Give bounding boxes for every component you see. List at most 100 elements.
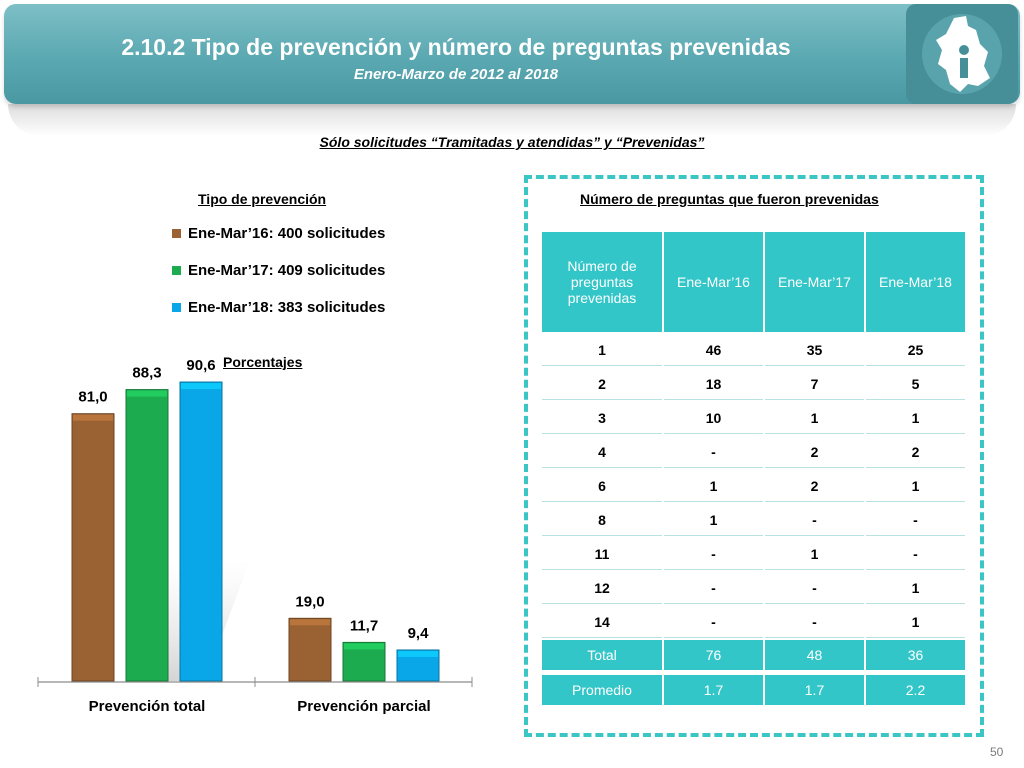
institution-logo (906, 4, 1018, 104)
legend-label: Ene-Mar’16: 400 solicitudes (188, 225, 386, 242)
average-cell: 2.2 (866, 675, 965, 705)
table-cell: 7 (765, 368, 864, 400)
table-cell: 2 (866, 436, 965, 468)
table-cell: 46 (664, 334, 763, 366)
table-cell: 1 (664, 470, 763, 502)
total-cell: 36 (866, 640, 965, 670)
category-label: Prevención parcial (297, 698, 430, 715)
table-row: 11 - 1 - (542, 538, 965, 570)
table-cell: 1 (765, 402, 864, 434)
table-cell: 4 (542, 436, 662, 468)
table-cell: 6 (542, 470, 662, 502)
bar-enemar16-parcial (288, 617, 332, 682)
page-title: 2.10.2 Tipo de prevención y número de pr… (121, 34, 791, 60)
bar-value-label: 11,7 (350, 617, 378, 634)
table-row: 14 - - 1 (542, 606, 965, 638)
table-cell: 18 (664, 368, 763, 400)
legend-item-2017: Ene-Mar’17: 409 solicitudes (172, 262, 385, 279)
table-cell: 2 (542, 368, 662, 400)
legend-swatch (172, 229, 181, 238)
table-row: 8 1 - - (542, 504, 965, 536)
table-row: 6 1 2 1 (542, 470, 965, 502)
table-cell: 11 (542, 538, 662, 570)
table-cell: 1 (866, 402, 965, 434)
legend-title: Tipo de prevención (198, 191, 327, 207)
city-map-info-icon (922, 14, 1002, 94)
table-cell: 2 (765, 436, 864, 468)
table-panel (524, 175, 984, 737)
table-cell: 14 (542, 606, 662, 638)
bar-value-label: 9,4 (408, 625, 430, 642)
table-cell: 12 (542, 572, 662, 604)
legend-item-2018: Ene-Mar’18: 383 solicitudes (172, 299, 385, 316)
average-row: Promedio 1.7 1.7 2.2 (542, 675, 965, 705)
questions-table: Número de preguntas prevenidas Ene-Mar’1… (540, 230, 967, 672)
average-table: Promedio 1.7 1.7 2.2 (540, 673, 967, 707)
bar-highlight (127, 390, 167, 397)
table-cell: 1 (664, 504, 763, 536)
bar-highlight (398, 650, 438, 657)
table-cell: 10 (664, 402, 763, 434)
bar-highlight (344, 643, 384, 650)
column-header: Ene-Mar’18 (866, 232, 965, 332)
table-cell: 3 (542, 402, 662, 434)
legend-label: Ene-Mar’18: 383 solicitudes (188, 299, 386, 316)
banner-shadow (8, 104, 1016, 136)
total-cell: 76 (664, 640, 763, 670)
filter-note: Sólo solicitudes “Tramitadas y atendidas… (319, 134, 705, 150)
table-cell: 1 (542, 334, 662, 366)
table-cell: - (664, 606, 763, 638)
table-cell: 2 (765, 470, 864, 502)
bar-value-label: 19,0 (295, 593, 324, 610)
table-cell: - (765, 606, 864, 638)
table-cell: 1 (866, 572, 965, 604)
table-cell: 35 (765, 334, 864, 366)
legend-swatch (172, 303, 181, 312)
bar-highlight (181, 383, 221, 390)
table-cell: 1 (765, 538, 864, 570)
bar-highlight (73, 414, 113, 421)
table-row: 2 18 7 5 (542, 368, 965, 400)
total-cell: 48 (765, 640, 864, 670)
table-cell: 8 (542, 504, 662, 536)
page-number: 50 (990, 745, 1004, 759)
bar-enemar16-total (71, 413, 115, 682)
table-cell: - (765, 572, 864, 604)
table-cell: 1 (866, 606, 965, 638)
table-cell: - (866, 538, 965, 570)
bar-highlight (290, 619, 330, 626)
average-cell: Promedio (542, 675, 662, 705)
table-total-row: Total 76 48 36 (542, 640, 965, 670)
column-header: Ene-Mar’16 (664, 232, 763, 332)
legend-item-2016: Ene-Mar’16: 400 solicitudes (172, 225, 385, 242)
average-cell: 1.7 (664, 675, 763, 705)
bar-value-label: 88,3 (132, 365, 161, 382)
table-cell: 25 (866, 334, 965, 366)
table-row: 1 46 35 25 (542, 334, 965, 366)
table-cell: - (664, 538, 763, 570)
table-cell: - (866, 504, 965, 536)
table-cell: 1 (866, 470, 965, 502)
table-cell: - (765, 504, 864, 536)
chart-caption: Porcentajes (223, 354, 303, 370)
average-cell: 1.7 (765, 675, 864, 705)
column-header: Número de preguntas prevenidas (542, 232, 662, 332)
legend-swatch (172, 266, 181, 275)
bar-enemar18-total (179, 381, 223, 682)
column-header: Ene-Mar’17 (765, 232, 864, 332)
page-subtitle: Enero-Marzo de 2012 al 2018 (353, 66, 559, 83)
table-row: 3 10 1 1 (542, 402, 965, 434)
table-row: 4 - 2 2 (542, 436, 965, 468)
header-banner (4, 4, 1020, 104)
bar-enemar17-total (125, 389, 169, 682)
table-cell: 5 (866, 368, 965, 400)
table-row: 12 - - 1 (542, 572, 965, 604)
table-cell: - (664, 572, 763, 604)
category-label: Prevención total (89, 698, 206, 715)
table-title: Número de preguntas que fueron prevenida… (580, 191, 879, 207)
total-cell: Total (542, 640, 662, 670)
legend-label: Ene-Mar’17: 409 solicitudes (188, 262, 386, 279)
bar-value-label: 81,0 (78, 389, 107, 406)
table-header-row: Número de preguntas prevenidas Ene-Mar’1… (542, 232, 965, 332)
